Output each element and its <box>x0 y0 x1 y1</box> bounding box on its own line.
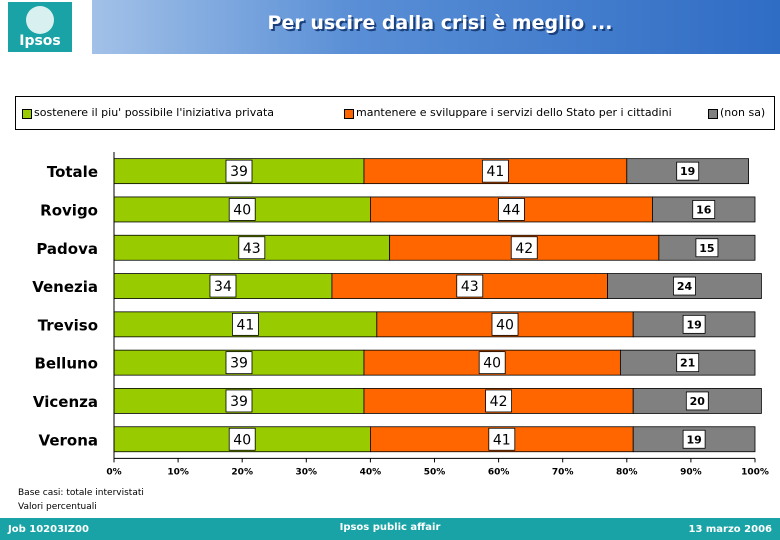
category-label: Vicenza <box>33 393 98 411</box>
data-label: 39 <box>230 394 248 410</box>
data-label: 42 <box>490 394 508 410</box>
data-label: 39 <box>230 164 248 180</box>
data-label-box <box>488 427 516 451</box>
data-label: 41 <box>486 164 504 180</box>
category-label: Treviso <box>38 316 98 334</box>
data-label-box <box>225 351 253 375</box>
base-note: Base casi: totale intervistati <box>18 488 144 498</box>
ipsos-logo: Ipsos <box>8 2 72 52</box>
data-label-box <box>695 238 719 258</box>
x-tick-label: 60% <box>488 467 510 477</box>
data-label-box <box>478 351 506 375</box>
x-tick-label: 20% <box>231 467 253 477</box>
data-label: 19 <box>686 318 701 331</box>
data-label: 34 <box>214 279 232 295</box>
category-label: Padova <box>36 240 98 258</box>
category-label: Belluno <box>34 355 98 373</box>
data-label: 41 <box>236 317 254 333</box>
x-tick-label: 30% <box>296 467 318 477</box>
legend-label-state: mantenere e sviluppare i servizi dello S… <box>356 106 672 119</box>
page-title: Per uscire dalla crisi è meglio ... <box>267 12 613 34</box>
data-label: 21 <box>680 357 695 370</box>
data-label-box <box>673 276 696 296</box>
data-label: 40 <box>233 202 251 218</box>
legend-label-nonsa: (non sa) <box>720 106 766 119</box>
category-label: Rovigo <box>40 201 98 219</box>
x-tick-label: 10% <box>167 467 189 477</box>
data-label: 42 <box>515 241 533 257</box>
data-label-box <box>676 353 700 373</box>
legend-swatch-private <box>22 109 32 119</box>
footer-bar: Job 10203IZ00 Ipsos public affair 13 mar… <box>0 518 780 540</box>
data-label: 40 <box>483 356 501 372</box>
category-label: Totale <box>47 163 98 181</box>
x-tick-label: 50% <box>424 467 446 477</box>
data-label-box <box>209 274 237 298</box>
data-label: 19 <box>686 433 701 446</box>
data-label-box <box>692 200 716 219</box>
legend-swatch-nonsa <box>708 109 718 119</box>
data-label-box <box>481 159 509 183</box>
data-label-box <box>485 389 513 413</box>
data-label-box <box>238 236 266 260</box>
data-label-box <box>682 429 706 449</box>
data-label: 15 <box>699 242 714 255</box>
legend-label-private: sostenere il piu' possibile l'iniziativa… <box>34 106 275 119</box>
data-label: 24 <box>677 280 693 293</box>
data-label-box <box>510 236 538 260</box>
data-label: 19 <box>680 165 695 178</box>
stacked-bar-chart: Totale 39 41 19 Rovigo 40 44 16 Padova 43 42 15 Vene… <box>32 152 769 477</box>
data-label-box <box>456 274 484 298</box>
data-label: 43 <box>243 241 261 257</box>
x-tick-label: 90% <box>680 467 702 477</box>
x-tick-label: 100% <box>741 467 769 477</box>
data-label-box <box>225 159 253 183</box>
data-label: 44 <box>503 202 521 218</box>
data-label-box <box>685 391 709 411</box>
data-label-box <box>491 312 519 336</box>
values-note: Valori percentuali <box>18 502 97 512</box>
data-label: 43 <box>461 279 479 295</box>
data-label: 16 <box>696 203 712 216</box>
data-label: 39 <box>230 356 248 372</box>
data-label-box <box>228 198 256 221</box>
x-tick-label: 80% <box>616 467 638 477</box>
chart-legend: sostenere il piu' possibile l'iniziativa… <box>15 96 775 130</box>
category-label: Verona <box>39 431 98 449</box>
category-label: Venezia <box>32 278 98 296</box>
data-label: 40 <box>233 432 251 448</box>
legend-swatch-state <box>344 109 354 119</box>
data-label-box <box>682 314 706 334</box>
data-label-box <box>228 427 256 451</box>
logo-area: Ipsos <box>0 0 92 54</box>
data-label-box <box>225 389 253 413</box>
x-tick-label: 70% <box>552 467 574 477</box>
logo-text: Ipsos <box>19 33 61 49</box>
footer-center-label: Ipsos public affair <box>339 522 441 533</box>
logo-face-icon <box>26 6 54 34</box>
data-label-box <box>232 312 259 336</box>
footer-date: 13 marzo 2006 <box>688 524 772 535</box>
data-label-box <box>498 198 525 221</box>
data-label-box <box>676 161 700 181</box>
x-tick-label: 0% <box>106 467 121 477</box>
data-label: 20 <box>690 395 706 408</box>
data-label: 40 <box>496 317 514 333</box>
data-label: 41 <box>493 432 511 448</box>
header-bar: Ipsos Per uscire dalla crisi è meglio ..… <box>0 0 780 54</box>
x-tick-label: 40% <box>360 467 382 477</box>
job-code: Job 10203IZ00 <box>8 524 89 535</box>
